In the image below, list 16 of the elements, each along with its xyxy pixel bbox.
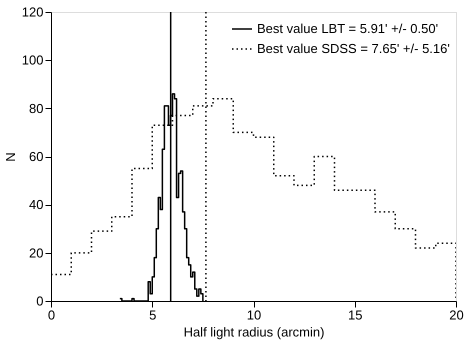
y-tick-label: 40 <box>29 197 44 212</box>
y-tick-label: 100 <box>22 52 44 68</box>
x-axis-title: Half light radius (arcmin) <box>184 324 324 340</box>
legend-label: Best value SDSS = 7.65' +/- 5.16' <box>257 41 450 56</box>
y-tick-label: 60 <box>29 149 44 164</box>
y-tick-label: 80 <box>29 100 44 116</box>
x-tick-label: 5 <box>149 308 156 322</box>
x-tick-label: 20 <box>449 308 464 322</box>
x-tick-label: 10 <box>246 308 262 322</box>
x-tick-label: 0 <box>48 308 56 322</box>
x-tick-label: 15 <box>348 308 362 322</box>
legend-label: Best value LBT = 5.91' +/- 0.50' <box>257 21 438 36</box>
y-tick-label: 0 <box>36 294 44 308</box>
y-tick-label: 120 <box>22 4 44 20</box>
y-axis-title: N <box>2 152 18 162</box>
y-tick-label: 20 <box>29 245 44 260</box>
